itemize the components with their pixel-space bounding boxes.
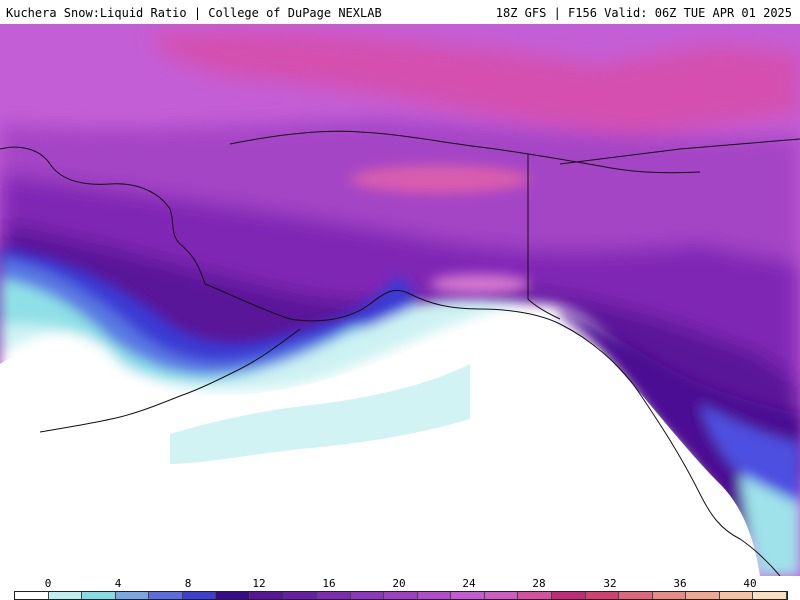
field-pink-range	[430, 274, 530, 294]
color-swatch	[149, 592, 183, 599]
color-scale-swatches	[14, 591, 788, 600]
color-swatch	[317, 592, 351, 599]
tick-label: 32	[603, 577, 617, 590]
color-swatch	[216, 592, 250, 599]
tick-label: 24	[462, 577, 476, 590]
tick-label: 8	[184, 577, 192, 590]
color-swatch	[753, 592, 787, 599]
tick-label: 0	[44, 577, 52, 590]
tick-label: 16	[322, 577, 336, 590]
color-swatch	[283, 592, 318, 599]
tick-label: 4	[114, 577, 122, 590]
tick-label: 20	[392, 577, 406, 590]
color-swatch	[417, 592, 452, 599]
forecast-map	[0, 24, 800, 576]
canada-border	[527, 154, 561, 320]
product-title: Kuchera Snow:Liquid Ratio | College of D…	[6, 6, 382, 20]
coastline-arctic	[229, 130, 701, 174]
color-swatch	[484, 592, 519, 599]
color-swatch	[350, 592, 385, 599]
color-swatch	[451, 592, 485, 599]
field-pink-north	[150, 31, 800, 135]
color-swatch	[518, 592, 552, 599]
coastline-bc	[699, 493, 781, 576]
color-swatch	[15, 592, 49, 599]
coastline-south-alaska	[204, 283, 701, 495]
color-swatch	[48, 592, 83, 599]
color-scale: 0 4 8 12 16 20 24 28 32 36 40	[0, 576, 800, 600]
aleutian-chain	[39, 328, 301, 433]
field-pink-interior	[350, 165, 530, 193]
color-scale-ticks: 0 4 8 12 16 20 24 28 32 36 40	[0, 576, 800, 590]
color-swatch	[585, 592, 620, 599]
ocean-white-fill	[0, 320, 760, 576]
color-swatch	[619, 592, 653, 599]
map-header: Kuchera Snow:Liquid Ratio | College of D…	[0, 0, 800, 24]
color-swatch	[82, 592, 116, 599]
color-swatch	[652, 592, 687, 599]
coastline-west-canada	[559, 138, 800, 165]
run-valid-time: 18Z GFS | F156 Valid: 06Z TUE APR 01 202…	[495, 6, 792, 20]
color-swatch	[249, 592, 284, 599]
color-swatch	[115, 592, 150, 599]
coastline-west-alaska	[0, 146, 206, 285]
color-swatch	[182, 592, 217, 599]
color-swatch	[552, 592, 586, 599]
tick-label: 28	[532, 577, 546, 590]
color-swatch	[384, 592, 418, 599]
color-swatch	[719, 592, 754, 599]
color-swatch	[686, 592, 720, 599]
tick-label: 40	[743, 577, 757, 590]
tick-label: 36	[673, 577, 687, 590]
ocean-cyan-patch	[170, 364, 470, 464]
tick-label: 12	[252, 577, 266, 590]
